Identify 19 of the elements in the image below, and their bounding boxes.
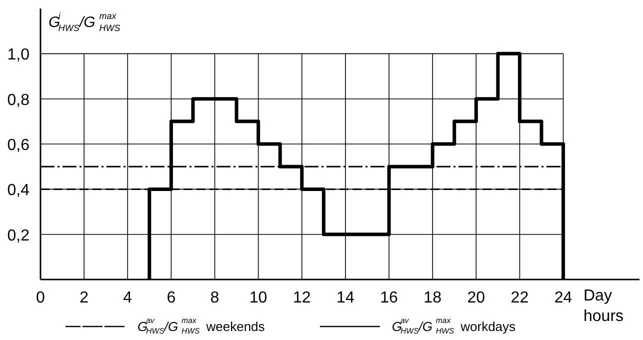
x-axis-title: Day hours: [584, 288, 624, 325]
x-tick-label: 20: [467, 290, 486, 307]
x-tick-label: 0: [36, 290, 46, 307]
x-tick-label: 6: [166, 290, 176, 307]
x-tick-label: 18: [424, 290, 442, 307]
x-tick-label: 24: [554, 290, 572, 307]
y-tick-label: 0,4: [7, 182, 30, 200]
y-tick-label: 0,8: [7, 92, 30, 109]
x-tick-label: 8: [210, 290, 220, 307]
x-tick-label: 16: [380, 290, 398, 307]
x-tick-label: 4: [123, 290, 132, 307]
x-tick-label: 14: [336, 290, 354, 307]
x-tick-label: 10: [249, 290, 268, 307]
y-tick-label: 0,2: [7, 227, 30, 244]
x-tick-label: 12: [292, 290, 311, 307]
x-tick-label: 22: [510, 290, 529, 307]
y-tick-label: 1,0: [7, 46, 30, 64]
y-tick-label: 0,6: [7, 137, 30, 154]
x-tick-label: 2: [80, 290, 89, 307]
